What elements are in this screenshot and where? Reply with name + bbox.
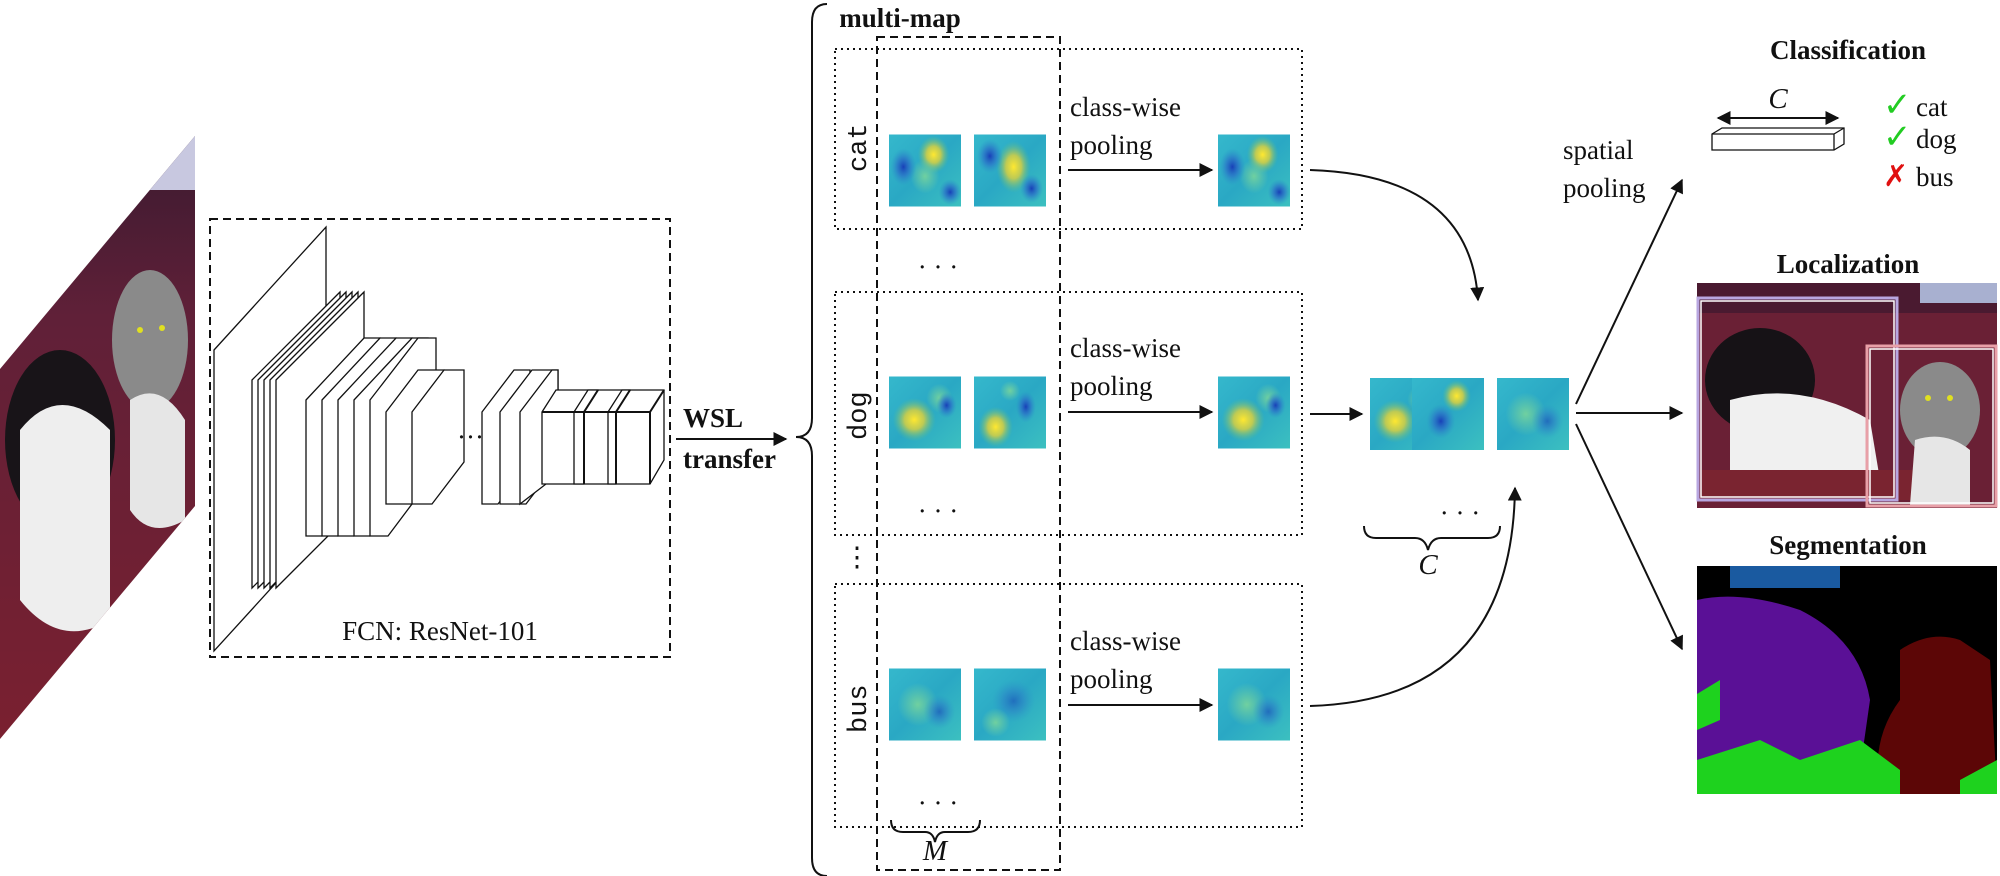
rows-vertical-ellipsis: ⋮ (844, 542, 871, 572)
m-symbol: M (922, 835, 949, 867)
heatmap-cat-pooled (1218, 134, 1290, 207)
class-label-cat: cat (845, 123, 875, 172)
multimap-section: multi-map cat dog bus ⋮ (834, 3, 1303, 871)
c-brace (1363, 525, 1501, 551)
heatmap-cat-1 (889, 134, 961, 207)
heatmap-bus-pooled (1218, 668, 1290, 741)
result-label-bus: bus (1916, 162, 1954, 192)
backbone-dashed-frame (209, 218, 671, 658)
group-brace (795, 3, 828, 876)
row-frame-dog (834, 291, 1303, 536)
classification-title: Classification (1770, 35, 1926, 65)
multimap-ellipsis-bus: · · · (918, 788, 958, 818)
bbox-cat (1865, 344, 1998, 508)
classwise-pooling-cat: class-wise pooling (1068, 92, 1214, 177)
pooling-label-cat-1: class-wise (1070, 92, 1181, 122)
segmentation-mask (1697, 566, 1997, 794)
spatial-pooling-line2: pooling (1563, 173, 1646, 203)
cnn-layers: ··· (213, 225, 665, 653)
classification-vector-symbol: C (1768, 83, 1788, 115)
localization-image (1696, 283, 1998, 508)
transfer-label-line2: transfer (683, 444, 776, 474)
result-mark-dog: ✓ (1883, 119, 1912, 156)
arrow-to-segmentation (1575, 423, 1683, 651)
result-mark-cat: ✓ (1883, 87, 1912, 124)
localization-panel: Localization (1696, 249, 1998, 508)
class-label-dog: dog (845, 391, 875, 440)
segmentation-title: Segmentation (1769, 530, 1927, 560)
backbone-caption: FCN: ResNet-101 (342, 616, 538, 646)
heatmap-bus-2 (974, 668, 1046, 741)
arrow-to-classification (1575, 178, 1683, 405)
multimap-ellipsis-cat: · · · (918, 252, 958, 282)
heatmap-dog-1 (889, 376, 961, 449)
c-symbol: C (1418, 549, 1438, 581)
pooling-label-cat-2: pooling (1070, 130, 1153, 160)
classwise-pooling-bus: class-wise pooling (1068, 626, 1214, 712)
multimap-ellipsis-dog: · · · (918, 496, 958, 526)
classwise-pooling-dog: class-wise pooling (1068, 333, 1214, 419)
pooling-label-bus-2: pooling (1070, 664, 1153, 694)
input-photo (0, 136, 195, 739)
classification-panel: Classification C ✓ cat ✓ dog ✗ bus (1711, 35, 1957, 193)
row-frame-bus (834, 583, 1303, 828)
pooling-label-dog-1: class-wise (1070, 333, 1181, 363)
pooling-label-bus-1: class-wise (1070, 626, 1181, 656)
result-label-cat: cat (1916, 92, 1948, 122)
spatial-pooling-line1: spatial (1563, 135, 1633, 165)
stack-map-bus (1497, 378, 1569, 450)
bbox-dog (1696, 296, 1899, 502)
localization-title: Localization (1777, 249, 1920, 279)
segmentation-panel: Segmentation (1697, 530, 1997, 794)
heatmaps (889, 134, 1569, 741)
heatmap-dog-pooled (1218, 376, 1290, 449)
stack-ellipsis: · · · (1440, 498, 1480, 528)
result-mark-bus: ✗ (1883, 160, 1908, 193)
backbone-ellipsis: ··· (457, 422, 484, 452)
arrow-cat-to-stack (1309, 169, 1485, 302)
backbone-fcn: ··· FCN: ResNet-101 (209, 218, 671, 658)
stack-map-cat (1412, 378, 1484, 450)
m-brace (890, 819, 981, 843)
multimap-dashed-frame (876, 36, 1061, 871)
transfer-label-line1: WSL (683, 403, 743, 433)
score-vector (1711, 127, 1845, 151)
class-label-bus: bus (845, 684, 875, 733)
heatmap-bus-1 (889, 668, 961, 741)
heatmap-dog-2 (974, 376, 1046, 449)
arrow-bus-to-stack (1309, 486, 1522, 707)
multimap-title: multi-map (839, 3, 961, 33)
wsl-transfer: WSL transfer (676, 403, 788, 474)
result-label-dog: dog (1916, 124, 1957, 154)
heatmap-cat-2 (974, 134, 1046, 207)
pooling-label-dog-2: pooling (1070, 371, 1153, 401)
